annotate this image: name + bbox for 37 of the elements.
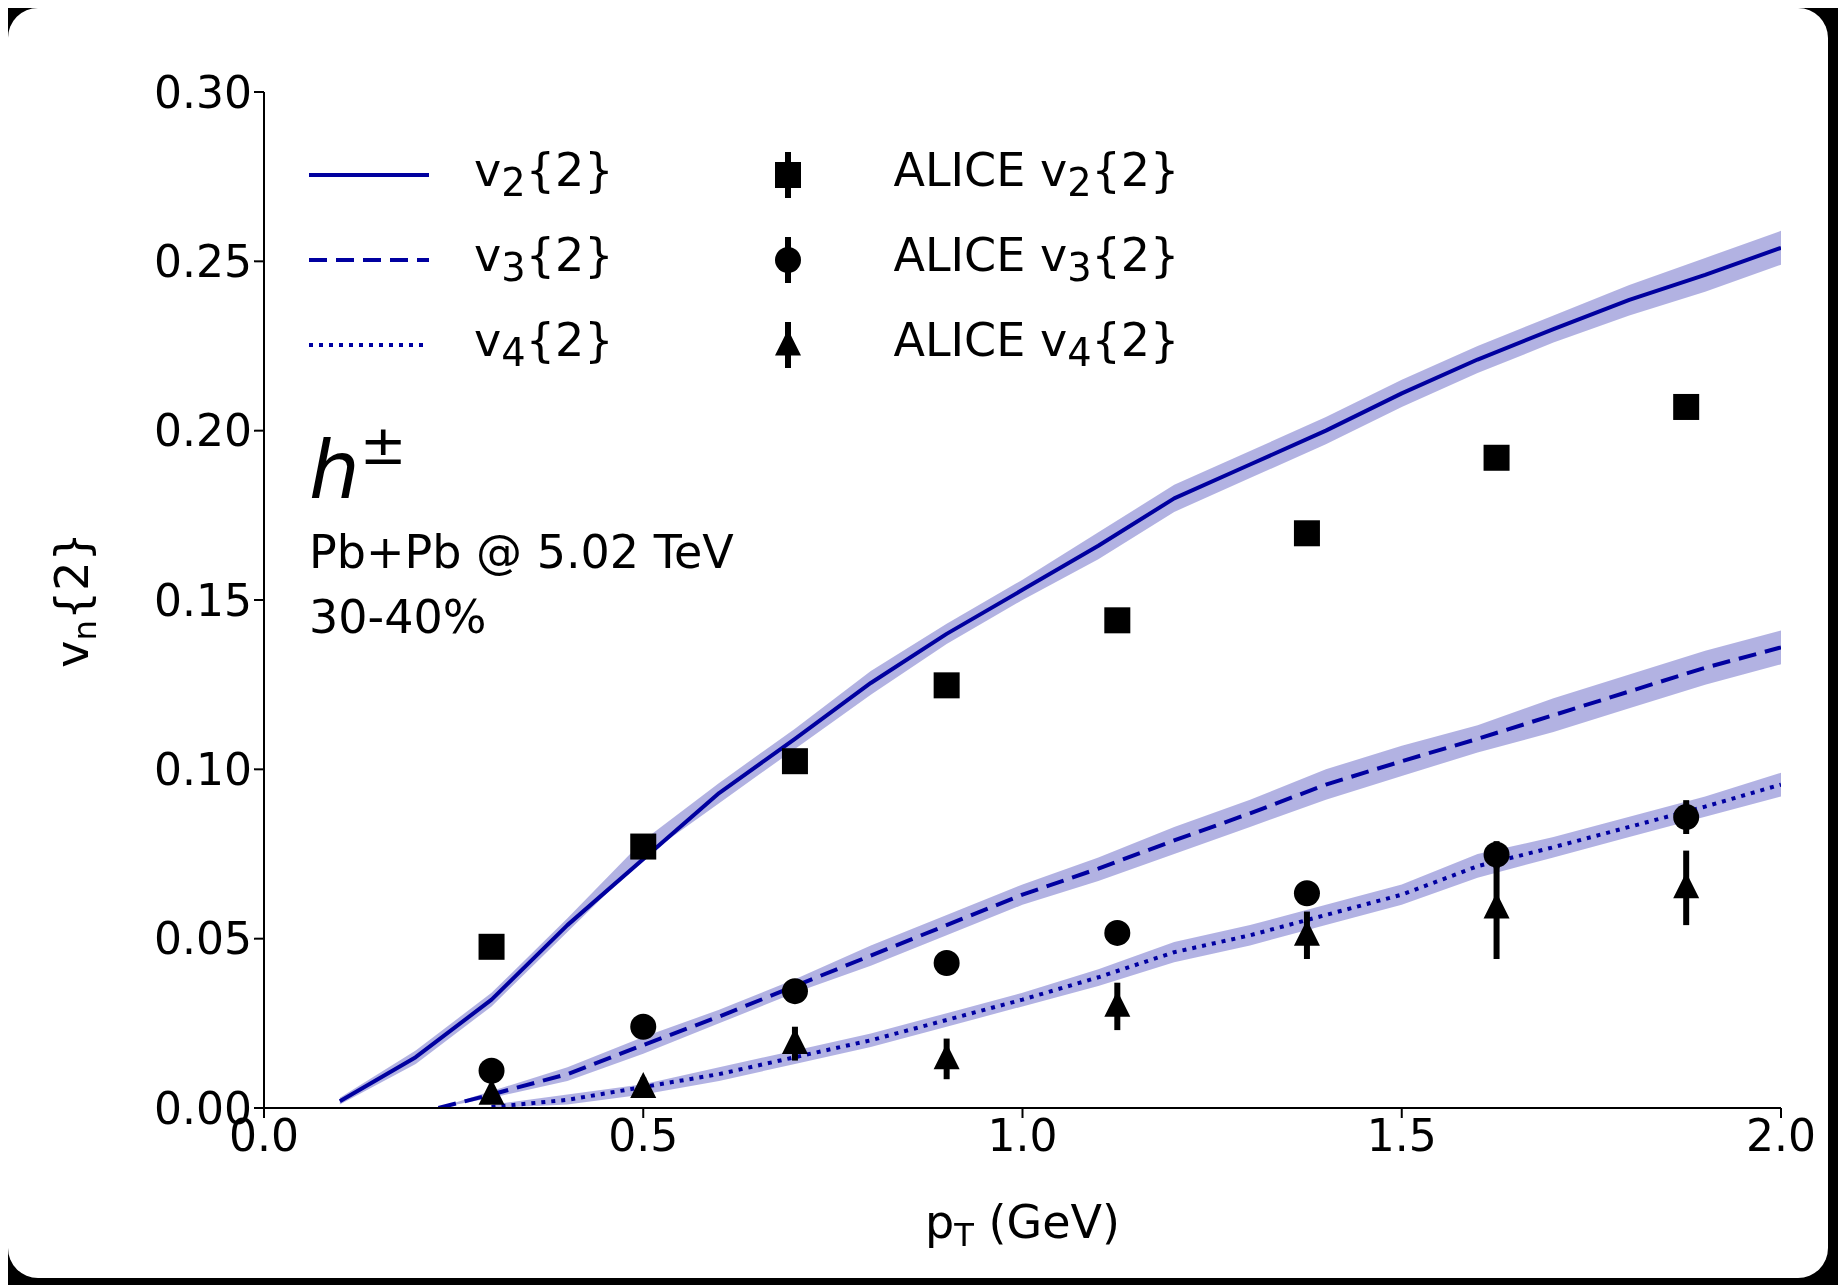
legend-label: v$_{4}${2} — [474, 313, 614, 376]
point — [781, 748, 808, 775]
annotation: 30-40% — [309, 590, 487, 644]
x-tick-label: 1.0 — [987, 1110, 1058, 1162]
y-tick-label: 0.05 — [154, 913, 252, 965]
x-axis-title: p$_{T}$ (GeV) — [925, 1195, 1120, 1254]
y-tick-label: 0.20 — [154, 405, 252, 457]
point — [478, 1057, 505, 1084]
x-tick-label: 1.5 — [1366, 1110, 1437, 1162]
point — [478, 933, 505, 960]
legend-label: ALICE v$_{2}${2} — [893, 143, 1180, 206]
point — [1293, 880, 1320, 907]
point — [1104, 919, 1131, 946]
point — [1673, 393, 1700, 420]
point — [630, 1013, 657, 1040]
y-tick-label: 0.10 — [154, 743, 252, 795]
legend-label: v$_{3}${2} — [474, 228, 614, 291]
point — [933, 672, 960, 699]
point — [781, 978, 808, 1005]
legend-label: ALICE v$_{4}${2} — [893, 313, 1180, 376]
annotation: h$^{±}$ — [309, 412, 407, 517]
annotation: Pb+Pb @ 5.02 TeV — [309, 525, 735, 579]
x-tick-label: 2.0 — [1746, 1110, 1816, 1162]
y-tick-label: 0.15 — [154, 574, 252, 626]
point — [1104, 607, 1131, 634]
point — [1483, 444, 1510, 471]
legend-label: v$_{2}${2} — [474, 143, 614, 206]
y-tick-label: 0.25 — [154, 235, 252, 287]
point — [1293, 520, 1320, 547]
y-tick-label: 0.30 — [154, 66, 252, 118]
point — [630, 833, 657, 860]
x-tick-label: 0.5 — [608, 1110, 679, 1162]
point — [630, 1072, 657, 1099]
point — [933, 950, 960, 977]
point — [1673, 804, 1700, 831]
legend-label: ALICE v$_{3}${2} — [893, 228, 1180, 291]
point — [1483, 841, 1510, 868]
